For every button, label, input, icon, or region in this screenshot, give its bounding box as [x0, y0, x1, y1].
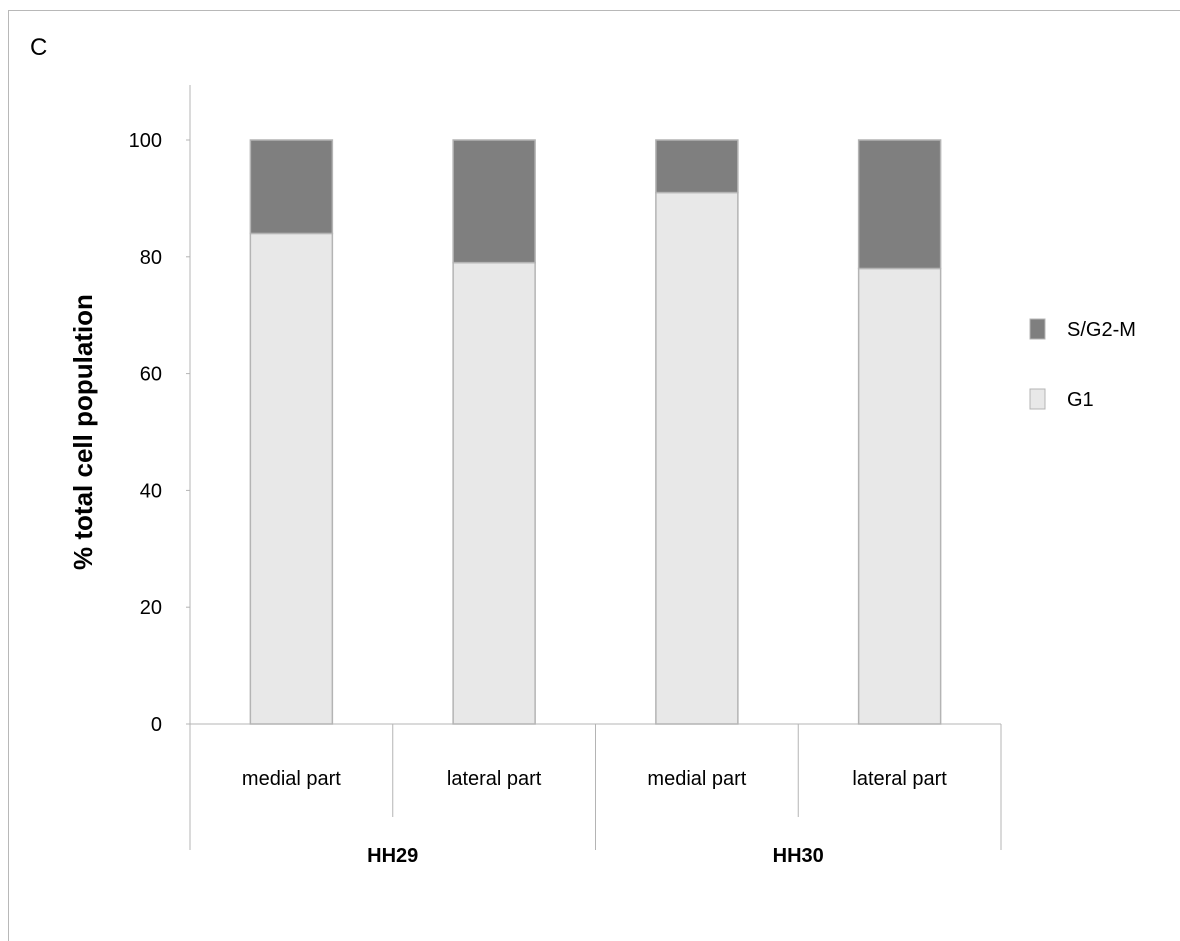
y-tick-label: 80 — [140, 247, 162, 269]
y-tick-label: 40 — [140, 480, 162, 502]
y-tick-label: 20 — [140, 597, 162, 619]
legend-label: G1 — [1067, 389, 1094, 411]
bars — [249, 139, 942, 725]
x-category-labels: medial part lateral part medial part latera… — [242, 768, 947, 867]
bar-segment-s-g2-m-3 — [655, 139, 739, 194]
bar-segment-g1-3 — [655, 191, 739, 725]
y-tick-label: 60 — [140, 364, 162, 386]
legend-swatch — [1029, 318, 1046, 340]
y-axis-label: % total cell population — [68, 294, 98, 570]
x-category-label: medial part — [647, 768, 746, 790]
x-category-label: lateral part — [852, 768, 947, 790]
x-category-label: medial part — [242, 768, 341, 790]
y-tick-labels: 0 20 40 60 80 100 — [129, 130, 190, 736]
x-group-label: HH29 — [367, 845, 418, 867]
bar-segment-s-g2-m-2 — [452, 139, 536, 264]
x-group-label: HH30 — [773, 845, 824, 867]
bar-segment-g1-4 — [857, 267, 942, 725]
bar-segment-s-g2-m-1 — [249, 139, 334, 235]
panel-label: C — [30, 34, 48, 61]
bar-segment-g1-2 — [452, 261, 536, 725]
x-category-label: lateral part — [447, 768, 542, 790]
legend-label: S/G2-M — [1067, 319, 1136, 341]
legend: S/G2-M G1 — [1029, 318, 1136, 411]
bar-segment-g1-1 — [249, 232, 334, 725]
y-tick-label: 100 — [129, 130, 162, 152]
figure-frame — [8, 10, 1180, 941]
legend-swatch — [1029, 388, 1046, 410]
y-tick-label: 0 — [151, 714, 162, 736]
bar-segment-s-g2-m-4 — [857, 139, 942, 270]
